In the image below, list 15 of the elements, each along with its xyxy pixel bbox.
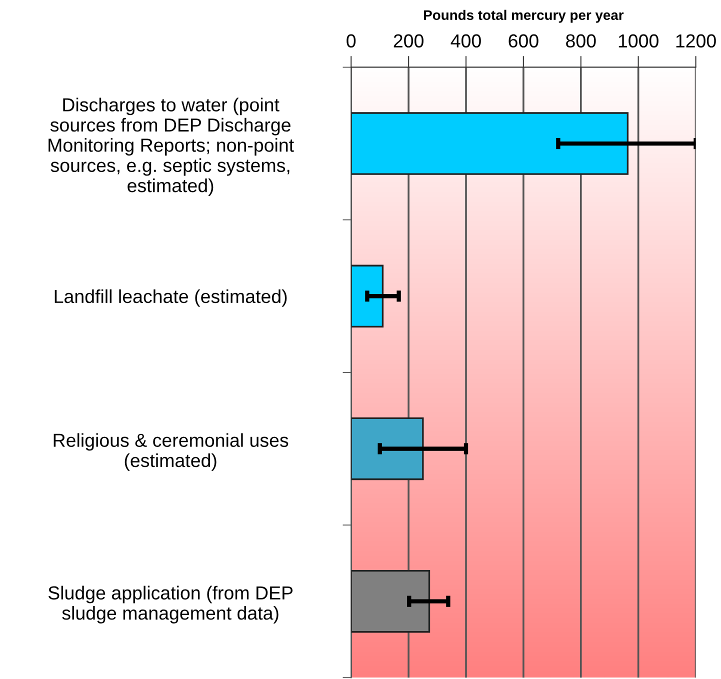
- y-tick-label: Sludge application (from DEP sludge management data): [48, 586, 293, 624]
- x-tick-label: 1000: [618, 34, 658, 48]
- x-tick-label: 1200: [676, 34, 716, 48]
- y-tick-label: Landfill leachate (estimated): [54, 289, 287, 307]
- bar: [351, 570, 430, 633]
- bar: [351, 264, 384, 328]
- x-tick-label: 600: [508, 34, 538, 48]
- x-tick-label: 400: [450, 34, 481, 48]
- y-tick-label: Religious & ceremonial uses (estimated): [54, 433, 288, 471]
- x-tick-label: 0: [346, 34, 356, 48]
- x-axis-title: Pounds total mercury per year: [424, 10, 624, 23]
- x-tick-label: 200: [394, 34, 424, 48]
- y-tick-label: Discharges to water (point sources from DEP Discharge Monitoring Reports; non-point sources, e.g. septic systems, estimated): [48, 98, 294, 196]
- bar: [351, 112, 629, 175]
- x-tick-label: 800: [566, 34, 596, 48]
